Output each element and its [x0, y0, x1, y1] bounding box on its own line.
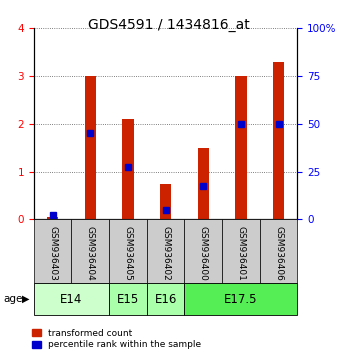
Bar [84, 76, 96, 219]
Bar [185, 219, 222, 283]
Text: age: age [3, 294, 23, 304]
Bar [34, 283, 109, 315]
Text: GDS4591 / 1434816_at: GDS4591 / 1434816_at [88, 18, 250, 32]
Text: GSM936401: GSM936401 [237, 226, 245, 281]
Bar [34, 219, 71, 283]
Text: GSM936404: GSM936404 [86, 226, 95, 281]
Bar [147, 283, 185, 315]
Bar [147, 219, 185, 283]
Text: ▶: ▶ [22, 294, 29, 304]
Bar [185, 283, 297, 315]
Text: E14: E14 [60, 293, 83, 306]
Text: GSM936402: GSM936402 [161, 226, 170, 281]
Text: E15: E15 [117, 293, 139, 306]
Bar [235, 76, 247, 219]
Text: GSM936403: GSM936403 [48, 226, 57, 281]
Bar [160, 184, 171, 219]
Text: GSM936406: GSM936406 [274, 226, 283, 281]
Text: E16: E16 [154, 293, 177, 306]
Bar [273, 62, 284, 219]
Text: GSM936405: GSM936405 [123, 226, 132, 281]
Bar [198, 148, 209, 219]
Bar [260, 219, 297, 283]
Bar [71, 219, 109, 283]
Bar [122, 119, 134, 219]
Legend: transformed count, percentile rank within the sample: transformed count, percentile rank withi… [31, 329, 201, 349]
Bar [222, 219, 260, 283]
Text: GSM936400: GSM936400 [199, 226, 208, 281]
Bar [109, 219, 147, 283]
Bar [109, 283, 147, 315]
Bar [47, 217, 58, 219]
Text: E17.5: E17.5 [224, 293, 258, 306]
